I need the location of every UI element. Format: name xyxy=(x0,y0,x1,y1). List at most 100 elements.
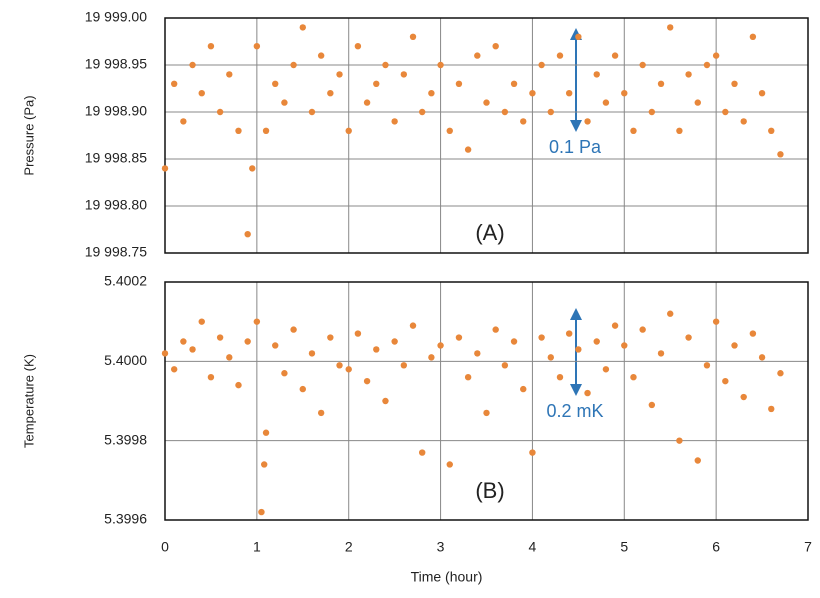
x-tick-label: 3 xyxy=(437,539,445,555)
annotation: (A) xyxy=(475,220,504,245)
point xyxy=(648,401,656,409)
x-tick-label: 0 xyxy=(161,539,169,555)
point xyxy=(621,90,628,97)
point xyxy=(621,342,628,349)
point xyxy=(170,80,178,88)
point xyxy=(483,99,490,106)
point xyxy=(584,389,591,397)
point xyxy=(777,370,784,377)
point xyxy=(740,393,747,401)
point xyxy=(327,334,334,341)
point xyxy=(345,366,352,373)
point xyxy=(474,52,481,59)
point xyxy=(391,338,398,345)
point xyxy=(593,338,600,345)
point xyxy=(722,377,729,385)
annotation: 0.2 mK xyxy=(546,401,603,421)
y-tick-label: 19 998.80 xyxy=(85,197,147,213)
point xyxy=(474,350,481,357)
y-tick-label: 5.4000 xyxy=(104,352,147,368)
point xyxy=(400,71,408,78)
point xyxy=(258,508,265,516)
point xyxy=(373,346,380,353)
point xyxy=(520,385,527,393)
point xyxy=(492,326,499,333)
point xyxy=(676,437,683,444)
point xyxy=(722,108,729,116)
point xyxy=(290,326,297,333)
point xyxy=(731,342,738,349)
y-axis-title: Temperature (K) xyxy=(21,354,36,448)
point xyxy=(327,90,334,97)
point xyxy=(336,71,343,78)
x-tick-label: 7 xyxy=(804,539,812,555)
point xyxy=(657,80,665,88)
point xyxy=(611,322,619,329)
point xyxy=(529,90,536,97)
y-tick-label: 5.4002 xyxy=(104,273,147,289)
point xyxy=(464,374,472,381)
point xyxy=(501,362,509,369)
y-axis-title: Pressure (Pa) xyxy=(21,95,36,175)
point xyxy=(226,354,233,361)
point xyxy=(299,385,306,393)
point xyxy=(261,461,268,468)
x-tick-label: 4 xyxy=(529,539,537,555)
point xyxy=(216,108,224,116)
point xyxy=(529,449,536,456)
point xyxy=(299,24,306,31)
point xyxy=(290,61,297,69)
point xyxy=(602,366,610,373)
point xyxy=(189,346,196,353)
y-tick-label: 5.3996 xyxy=(104,511,147,527)
point xyxy=(170,366,178,373)
point xyxy=(777,151,784,158)
point xyxy=(281,370,288,377)
point xyxy=(428,90,435,97)
point xyxy=(685,334,692,341)
point xyxy=(336,362,343,369)
point xyxy=(538,334,545,341)
point xyxy=(667,310,674,317)
point xyxy=(419,108,426,116)
point xyxy=(712,318,720,325)
point xyxy=(281,99,288,106)
point xyxy=(226,71,233,78)
point xyxy=(189,61,196,69)
point xyxy=(308,108,316,116)
point xyxy=(575,346,582,353)
point xyxy=(317,52,325,59)
point xyxy=(180,338,187,345)
point xyxy=(262,429,270,436)
point xyxy=(354,43,362,50)
point xyxy=(317,409,325,417)
point xyxy=(639,61,646,69)
point xyxy=(400,362,408,369)
point xyxy=(253,318,261,325)
point xyxy=(611,52,619,59)
plot-frame xyxy=(164,17,809,254)
point xyxy=(492,43,499,50)
point xyxy=(749,330,757,337)
point xyxy=(602,99,610,106)
point xyxy=(556,374,564,381)
y-tick-label: 19 998.95 xyxy=(85,56,147,72)
point xyxy=(510,338,518,345)
point xyxy=(676,127,683,134)
annotation: (B) xyxy=(475,478,504,503)
point xyxy=(501,108,509,116)
point xyxy=(419,449,426,456)
point xyxy=(703,362,711,369)
y-tick-label: 5.3998 xyxy=(104,431,147,447)
annotation: 0.1 Pa xyxy=(549,137,602,157)
point xyxy=(520,118,527,125)
point xyxy=(437,61,444,69)
point xyxy=(235,381,242,389)
point xyxy=(556,52,564,59)
point xyxy=(731,80,738,88)
x-tick-label: 6 xyxy=(712,539,720,555)
point xyxy=(437,342,444,349)
point xyxy=(180,118,187,125)
x-tick-label: 2 xyxy=(345,539,353,555)
